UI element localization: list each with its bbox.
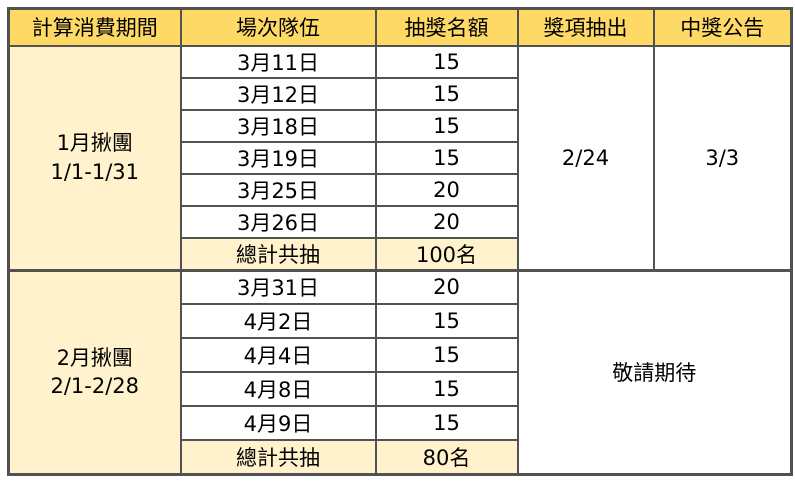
quota-cell: 15 bbox=[374, 405, 519, 441]
total-row: 總計共抽 100名 bbox=[9, 236, 792, 271]
quota-cell: 15 bbox=[374, 108, 519, 143]
quota-cell: 15 bbox=[374, 140, 519, 175]
quota-cell: 20 bbox=[374, 268, 519, 305]
total-value-cell: 100名 bbox=[374, 236, 519, 271]
period-cell-group2: 2月揪團 2/1-2/28 bbox=[7, 268, 182, 475]
header-announce: 中獎公告 bbox=[652, 7, 793, 47]
session-date-cell: 4月2日 bbox=[179, 303, 377, 339]
table-row: 4月9日 15 bbox=[9, 405, 792, 441]
session-date-cell: 3月12日 bbox=[179, 76, 377, 111]
total-value-cell: 80名 bbox=[374, 439, 519, 475]
header-period: 計算消費期間 bbox=[7, 7, 182, 47]
total-row: 總計共抽 80名 bbox=[9, 439, 792, 475]
session-date-cell: 4月9日 bbox=[179, 405, 377, 441]
table-row: 4月4日 15 bbox=[9, 337, 792, 373]
draw-date-cell: 2/24 bbox=[516, 44, 655, 271]
total-label-cell: 總計共抽 bbox=[179, 439, 377, 475]
quota-cell: 15 bbox=[374, 371, 519, 407]
quota-cell: 15 bbox=[374, 44, 519, 79]
period-range: 2/1-2/28 bbox=[50, 374, 140, 398]
session-date-cell: 4月4日 bbox=[179, 337, 377, 373]
header-quota: 抽獎名額 bbox=[374, 7, 519, 47]
quota-cell: 15 bbox=[374, 303, 519, 339]
table-row: 3月18日 15 bbox=[9, 108, 792, 143]
table-row: 3月26日 20 bbox=[9, 204, 792, 239]
session-date-cell: 3月19日 bbox=[179, 140, 377, 175]
announce-date-cell: 3/3 bbox=[652, 44, 793, 271]
table-row: 4月2日 15 bbox=[9, 303, 792, 339]
total-label-cell: 總計共抽 bbox=[179, 236, 377, 271]
period-name: 2月揪團 bbox=[56, 345, 133, 370]
quota-cell: 20 bbox=[374, 204, 519, 239]
header-session: 場次隊伍 bbox=[179, 7, 377, 47]
lottery-schedule-table: 計算消費期間 場次隊伍 抽獎名額 獎項抽出 中獎公告 1月揪團 1/1-1/31… bbox=[7, 7, 793, 476]
quota-cell: 20 bbox=[374, 172, 519, 207]
period-name: 1月揪團 bbox=[56, 131, 133, 156]
table-row: 4月8日 15 bbox=[9, 371, 792, 407]
quota-cell: 15 bbox=[374, 76, 519, 111]
table-row: 1月揪團 1/1-1/31 3月11日 15 2/24 3/3 bbox=[7, 44, 793, 271]
session-date-cell: 3月18日 bbox=[179, 108, 377, 143]
table-row: 3月12日 15 bbox=[9, 76, 792, 111]
table-row: 3月19日 15 bbox=[9, 140, 792, 175]
period-range: 1/1-1/31 bbox=[50, 159, 140, 184]
period-cell-group1: 1月揪團 1/1-1/31 bbox=[7, 44, 182, 271]
table-row: 3月25日 20 bbox=[9, 172, 792, 207]
session-date-cell: 3月26日 bbox=[179, 204, 377, 239]
session-date-cell: 3月11日 bbox=[179, 44, 377, 79]
session-date-cell: 4月8日 bbox=[179, 371, 377, 407]
session-date-cell: 3月31日 bbox=[179, 268, 377, 305]
quota-cell: 15 bbox=[374, 337, 519, 373]
session-date-cell: 3月25日 bbox=[179, 172, 377, 207]
header-row: 計算消費期間 場次隊伍 抽獎名額 獎項抽出 中獎公告 bbox=[7, 7, 793, 47]
note-cell: 敬請期待 bbox=[516, 268, 793, 475]
table-row: 2月揪團 2/1-2/28 3月31日 20 敬請期待 bbox=[7, 268, 793, 475]
header-draw: 獎項抽出 bbox=[516, 7, 655, 47]
